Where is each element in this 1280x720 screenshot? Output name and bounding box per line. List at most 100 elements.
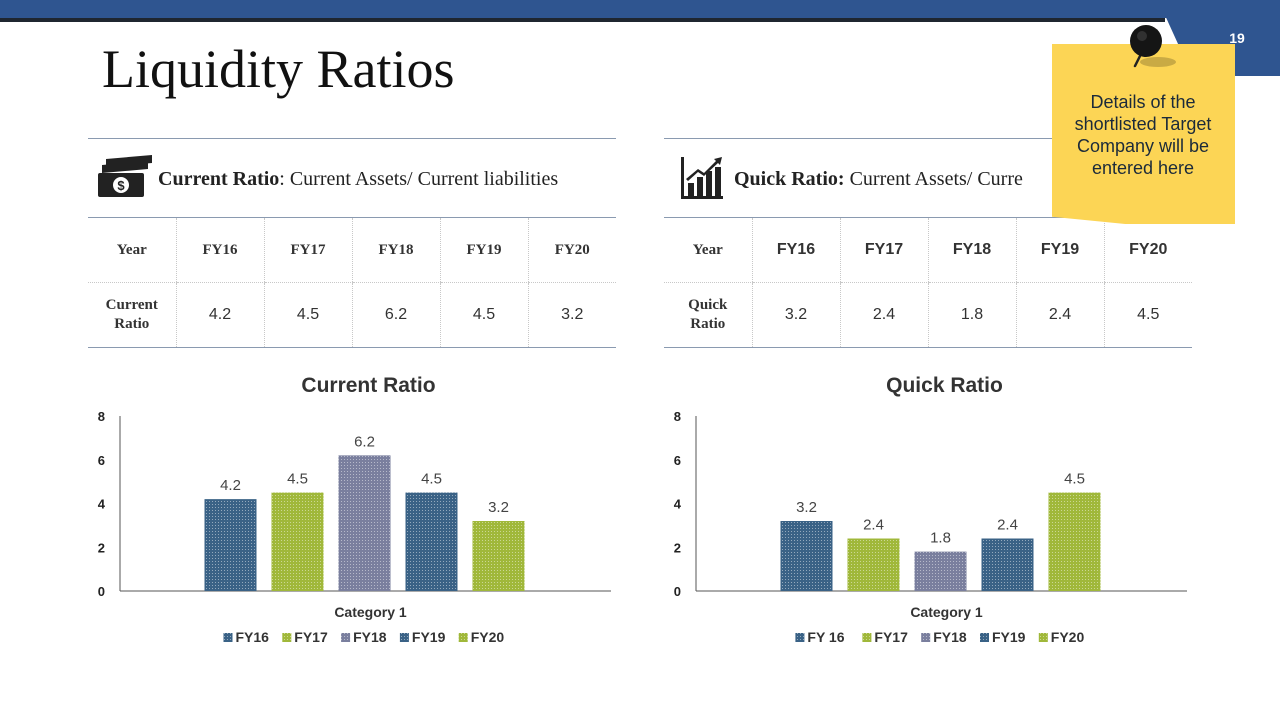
svg-text:$: $: [117, 178, 125, 193]
chart-title: Current Ratio: [301, 374, 435, 397]
bar: [204, 499, 257, 591]
table-row: Year FY16 FY17 FY18 FY19 FY20: [88, 217, 616, 283]
sticky-note-text: Details of the shortlisted Target Compan…: [1074, 92, 1212, 178]
data-label: 4.5: [421, 471, 442, 488]
page-number: 19: [1229, 30, 1245, 46]
legend-label: FY18: [933, 629, 967, 645]
bar: [847, 538, 900, 591]
row-label-line: Ratio: [690, 316, 726, 332]
bar: [914, 551, 967, 591]
data-label: 3.2: [488, 499, 509, 516]
quick-ratio-header-bold: Quick Ratio:: [734, 168, 845, 190]
y-tick-label: 8: [98, 409, 105, 424]
row-label: Current Ratio: [88, 282, 176, 348]
year-cell: FY20: [1103, 217, 1192, 283]
legend-label: FY19: [992, 629, 1026, 645]
legend-label: FY20: [1051, 629, 1085, 645]
legend-label: FY18: [353, 629, 387, 645]
data-label: 4.2: [220, 477, 241, 494]
bar: [271, 492, 324, 591]
current-ratio-chart: Current Ratio 0 2 4 6 8 4.2 4.5 6.2 4.5 3.2 Categor…: [98, 374, 611, 645]
row-label-line: Current: [105, 297, 158, 313]
value-cell: 3.2: [527, 282, 616, 348]
year-cell: FY17: [839, 217, 928, 283]
y-tick-label: 0: [98, 584, 105, 599]
top-banner: [0, 0, 1280, 18]
pushpin-icon: [1130, 25, 1176, 68]
y-tick-label: 6: [674, 453, 681, 468]
legend-label: FY19: [412, 629, 446, 645]
y-tick-label: 4: [674, 497, 682, 512]
table-row: Quick Ratio 3.2 2.4 1.8 2.4 4.5: [664, 282, 1192, 348]
data-label: 3.2: [796, 499, 817, 516]
year-cell: FY17: [263, 217, 352, 283]
legend-label: FY20: [471, 629, 505, 645]
legend-swatch: [862, 633, 872, 642]
value-cell: 2.4: [1015, 282, 1104, 348]
current-ratio-table: Year FY16 FY17 FY18 FY19 FY20 Current Rat…: [88, 217, 616, 348]
value-cell: 4.5: [263, 282, 352, 348]
row-label-line: Ratio: [114, 316, 150, 332]
bar: [780, 521, 833, 591]
value-cell: 4.5: [439, 282, 528, 348]
top-banner-stripe: [0, 18, 1165, 22]
bar: [1048, 492, 1101, 591]
year-cell: FY16: [751, 217, 840, 283]
year-header: Year: [664, 217, 752, 283]
legend-swatch: [282, 633, 292, 642]
row-label: Quick Ratio: [664, 282, 752, 348]
x-axis-label: Category 1: [910, 604, 983, 620]
bar: [405, 492, 458, 591]
chart-title: Quick Ratio: [886, 374, 1003, 397]
year-header: Year: [88, 217, 176, 283]
year-cell: FY18: [927, 217, 1016, 283]
y-tick-label: 2: [674, 540, 681, 555]
quick-ratio-header-formula: Current Assets/ Curre: [844, 168, 1023, 190]
table-row: Year FY16 FY17 FY18 FY19 FY20: [664, 217, 1192, 283]
bar: [472, 521, 525, 591]
year-cell: FY16: [175, 217, 264, 283]
y-tick-label: 4: [98, 497, 106, 512]
y-tick-label: 6: [98, 453, 105, 468]
current-ratio-header: $ Current Ratio: Current Assets/ Current…: [88, 138, 616, 218]
value-cell: 6.2: [351, 282, 440, 348]
data-label: 4.5: [287, 471, 308, 488]
value-cell: 1.8: [927, 282, 1016, 348]
quick-ratio-chart: Quick Ratio 0 2 4 6 8 3.2 2.4 1.8 2.4 4.5 Category …: [674, 374, 1187, 645]
value-cell: 4.2: [175, 282, 264, 348]
sticky-note: [1052, 44, 1235, 224]
legend-swatch: [980, 633, 989, 642]
legend-swatch: [795, 633, 805, 642]
data-label: 4.5: [1064, 471, 1085, 488]
legend-swatch: [458, 633, 468, 642]
y-tick-label: 0: [674, 584, 681, 599]
y-tick-label: 2: [98, 540, 105, 555]
table-row: Current Ratio 4.2 4.5 6.2 4.5 3.2: [88, 282, 616, 348]
current-ratio-header-formula: : Current Assets/ Current liabilities: [279, 168, 559, 190]
value-cell: 2.4: [839, 282, 928, 348]
y-tick-label: 8: [674, 409, 681, 424]
year-cell: FY20: [527, 217, 616, 283]
slide-title: Liquidity Ratios: [102, 39, 455, 99]
year-cell: FY19: [1015, 217, 1104, 283]
legend-label: FY17: [294, 629, 328, 645]
quick-ratio-table: Year FY16 FY17 FY18 FY19 FY20 Quick Ratio…: [664, 217, 1192, 348]
legend-label: FY17: [874, 629, 908, 645]
legend-label: FY 16: [807, 629, 844, 645]
value-cell: 3.2: [751, 282, 840, 348]
row-label-line: Quick: [688, 297, 728, 313]
data-label: 1.8: [930, 530, 951, 547]
quick-ratio-header: Quick Ratio: Current Assets/ Curre: [664, 138, 1192, 218]
legend-swatch: [1038, 633, 1048, 642]
value-cell: 4.5: [1103, 282, 1192, 348]
year-cell: FY18: [351, 217, 440, 283]
legend-swatch: [223, 633, 233, 642]
bar: [338, 455, 391, 591]
legend-swatch: [921, 633, 931, 642]
data-label: 6.2: [354, 433, 375, 450]
money-stack-icon: $: [98, 155, 152, 197]
growth-chart-icon: [681, 157, 723, 199]
x-axis-label: Category 1: [334, 604, 407, 620]
bar: [981, 538, 1034, 591]
data-label: 2.4: [997, 517, 1018, 534]
